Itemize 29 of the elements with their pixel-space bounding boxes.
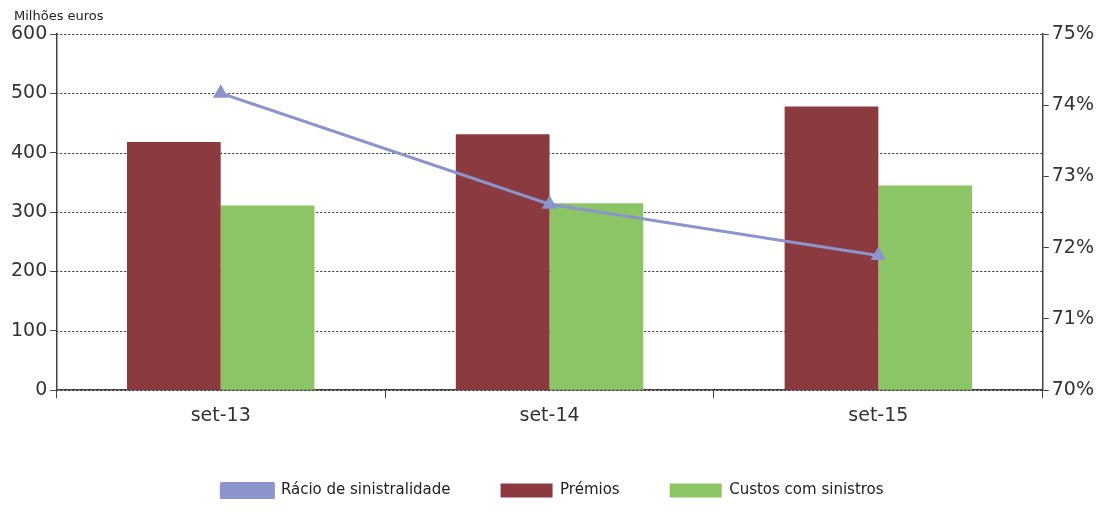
legend-label: Custos com sinistros: [729, 480, 884, 499]
y-tick-label: 200: [11, 258, 48, 281]
point: [871, 248, 886, 261]
y-tick-label: 300: [11, 199, 48, 222]
y-tick-label: 0: [35, 377, 48, 400]
x-tick-label: set-14: [519, 402, 580, 425]
y2-tick-label: 71%: [1051, 305, 1094, 328]
y2-tick-label: 72%: [1051, 234, 1094, 257]
y2-tick-label: 73%: [1051, 163, 1094, 186]
legend-label: Prémios: [560, 480, 620, 499]
bar: [126, 142, 221, 390]
point: [213, 85, 228, 98]
bar: [878, 185, 973, 390]
y-tick-label: 600: [11, 20, 48, 43]
bar: [455, 134, 550, 390]
bar: [220, 205, 315, 390]
y-tick-label: 400: [11, 139, 48, 162]
bar: [549, 203, 644, 390]
y2-tick-label: 70%: [1051, 377, 1094, 400]
point: [542, 196, 557, 209]
x-tick-label: set-15: [848, 402, 909, 425]
y2-tick-label: 75%: [1051, 20, 1094, 43]
y2-tick-label: 74%: [1051, 92, 1094, 115]
y-axis-title: Milhões euros: [14, 7, 104, 23]
legend-label: Rácio de sinistralidade: [280, 480, 451, 499]
x-tick-label: set-13: [190, 402, 251, 425]
y-tick-label: 100: [11, 317, 48, 340]
y-tick-label: 500: [11, 80, 48, 103]
bar: [784, 106, 879, 390]
